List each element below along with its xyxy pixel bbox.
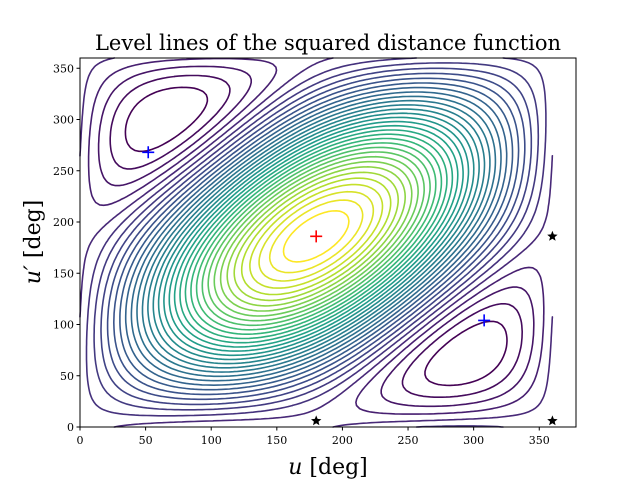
contour-level-26	[201, 146, 431, 327]
y-tick-label: 100	[53, 319, 74, 332]
y-tick-label: 200	[53, 216, 74, 229]
contour-level-16	[147, 104, 486, 369]
contour-level-18	[157, 112, 475, 361]
contour-level-21	[173, 124, 459, 348]
y-tick-label: 150	[53, 267, 74, 280]
x-axis-label: u [deg]	[288, 455, 368, 480]
x-tick-label: 0	[77, 434, 84, 447]
y-axis-label: u′ [deg]	[21, 200, 46, 285]
contour-level-14	[136, 95, 497, 378]
contour-level-15	[141, 99, 491, 373]
y-tick-label: 350	[53, 62, 74, 75]
contour-level-9	[106, 72, 526, 401]
y-tick-label: 300	[53, 114, 74, 127]
x-tick-label: 50	[139, 434, 153, 447]
saddle-star-marker	[547, 415, 558, 426]
contour-level-31	[233, 171, 399, 302]
contour-level-12	[124, 86, 508, 386]
contour-level-35	[268, 199, 364, 274]
contour-level-25	[195, 142, 437, 331]
x-tick-label: 350	[529, 434, 550, 447]
plot-frame	[79, 57, 577, 428]
saddle-star-marker	[547, 230, 558, 241]
contour-level-2	[109, 74, 523, 398]
minimum-marker	[478, 314, 491, 327]
contour-level-32	[240, 177, 392, 296]
contour-level-3	[97, 65, 535, 408]
contour-level-23	[184, 133, 448, 340]
x-tick-label: 150	[266, 434, 287, 447]
y-tick-label: 50	[60, 370, 74, 383]
contour-level-28	[213, 155, 419, 317]
contour-level-27	[207, 151, 425, 322]
contour-level-34	[258, 190, 375, 282]
chart-title: Level lines of the squared distance func…	[95, 31, 561, 55]
saddle-star-marker	[311, 415, 322, 426]
contour-level-29	[219, 160, 413, 312]
contour-lines	[79, 57, 554, 428]
x-tick-label: 100	[201, 434, 222, 447]
contour-level-10	[113, 77, 520, 396]
contour-level-20	[168, 120, 464, 352]
contour-level-24	[190, 137, 443, 335]
contour-level-7	[93, 62, 540, 411]
minimum-marker	[142, 146, 155, 159]
contour-level-19	[163, 116, 470, 357]
y-axis-ticks: 0 50 100 150 200 250 300 350	[53, 62, 80, 434]
contour-level-13	[130, 91, 502, 382]
contour-level-1	[124, 86, 508, 387]
contour-level-33	[249, 183, 384, 289]
critical-point-markers	[142, 146, 558, 426]
maximum-marker	[310, 230, 323, 243]
contour-level-36	[282, 210, 350, 263]
y-tick-label: 0	[67, 421, 74, 434]
contour-level-8	[100, 67, 533, 406]
contour-level-30	[226, 166, 406, 307]
x-axis-ticks: 0 50 100 150 200 250 300 350	[77, 427, 550, 447]
x-tick-label: 250	[398, 434, 419, 447]
contour-level-22	[179, 129, 454, 344]
x-tick-label: 200	[332, 434, 353, 447]
y-tick-label: 250	[53, 165, 74, 178]
contour-level-11	[119, 82, 514, 391]
contour-level-17	[152, 108, 480, 365]
x-tick-label: 300	[463, 434, 484, 447]
contour-level-4	[87, 57, 545, 415]
